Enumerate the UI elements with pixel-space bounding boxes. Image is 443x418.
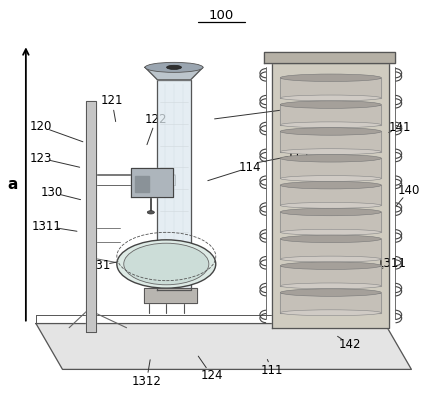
Ellipse shape [280, 310, 381, 316]
Ellipse shape [148, 211, 154, 214]
Polygon shape [280, 78, 381, 98]
Polygon shape [280, 212, 381, 232]
Text: 114: 114 [239, 161, 261, 174]
Polygon shape [280, 293, 381, 313]
Ellipse shape [124, 243, 209, 285]
Ellipse shape [280, 176, 381, 181]
Polygon shape [280, 132, 381, 152]
Text: 141: 141 [389, 121, 412, 134]
Text: 122: 122 [145, 112, 167, 125]
Text: 142: 142 [338, 338, 361, 351]
Ellipse shape [280, 283, 381, 289]
Ellipse shape [280, 74, 381, 82]
Text: 1311: 1311 [377, 257, 407, 270]
Ellipse shape [280, 235, 381, 242]
Polygon shape [280, 266, 381, 286]
Polygon shape [280, 185, 381, 205]
Polygon shape [131, 168, 173, 196]
Ellipse shape [280, 155, 381, 162]
Text: a: a [8, 176, 18, 191]
Polygon shape [86, 101, 96, 332]
Ellipse shape [280, 262, 381, 270]
Ellipse shape [280, 202, 381, 208]
Ellipse shape [280, 128, 381, 135]
Ellipse shape [280, 122, 381, 128]
Ellipse shape [280, 208, 381, 216]
Text: 100: 100 [209, 9, 234, 22]
Polygon shape [145, 67, 203, 80]
Polygon shape [157, 80, 190, 290]
Polygon shape [144, 288, 197, 303]
Text: 113: 113 [286, 148, 309, 161]
Polygon shape [136, 176, 149, 192]
Polygon shape [280, 239, 381, 259]
Ellipse shape [280, 256, 381, 262]
Ellipse shape [280, 229, 381, 235]
Polygon shape [272, 63, 389, 328]
Text: 121: 121 [101, 94, 123, 107]
Text: 124: 124 [201, 369, 223, 382]
Text: 110: 110 [279, 102, 301, 115]
Text: 131: 131 [89, 259, 111, 272]
Ellipse shape [280, 95, 381, 101]
Text: 130: 130 [40, 186, 62, 199]
Polygon shape [264, 51, 395, 63]
Ellipse shape [167, 65, 182, 69]
Text: 140: 140 [398, 184, 420, 197]
Text: 123: 123 [29, 152, 52, 165]
Ellipse shape [280, 181, 381, 189]
Ellipse shape [117, 240, 216, 288]
Text: 120: 120 [29, 120, 52, 133]
Text: 111: 111 [261, 364, 284, 377]
Polygon shape [280, 104, 381, 125]
Polygon shape [36, 324, 412, 370]
Ellipse shape [280, 289, 381, 296]
Text: 1312: 1312 [132, 375, 161, 388]
Ellipse shape [280, 149, 381, 155]
Ellipse shape [280, 101, 381, 108]
Ellipse shape [145, 62, 203, 72]
Text: 1311: 1311 [32, 220, 62, 233]
Polygon shape [280, 158, 381, 178]
